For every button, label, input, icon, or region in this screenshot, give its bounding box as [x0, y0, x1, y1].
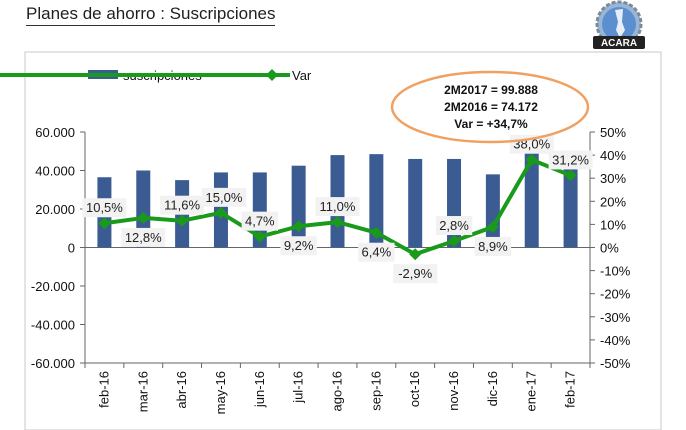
data-label: 11,0% — [320, 199, 356, 214]
data-label-bg — [393, 264, 438, 284]
data-label-bg — [315, 197, 360, 217]
right-tick-label: -20% — [600, 287, 631, 302]
x-tick-label: feb-17 — [563, 371, 578, 408]
data-label-bg — [201, 187, 246, 207]
var-point — [409, 248, 422, 261]
data-label: -2,9% — [398, 266, 432, 281]
var-point — [331, 216, 344, 229]
right-tick-label: 10% — [600, 217, 626, 232]
data-label-bg — [435, 216, 473, 236]
annotation-ellipse — [390, 70, 590, 144]
left-tick-label: -20.000 — [31, 279, 75, 294]
x-tick-label: may-16 — [213, 371, 228, 414]
data-label: 12,8% — [125, 230, 162, 245]
left-tick-label: -40.000 — [31, 318, 75, 333]
data-label: 10,5% — [86, 200, 123, 215]
var-point — [98, 217, 111, 230]
left-tick-label: 0 — [68, 241, 75, 256]
data-label-bg — [82, 198, 127, 218]
left-tick-label: -60.000 — [31, 356, 75, 371]
x-tick-label: abr-16 — [174, 371, 189, 409]
var-point — [525, 153, 538, 166]
var-point — [176, 214, 189, 227]
data-label: 9,2% — [284, 238, 314, 253]
right-tick-label: 40% — [600, 148, 626, 163]
bar — [524, 144, 539, 248]
var-point — [292, 220, 305, 233]
data-label-bg — [241, 211, 279, 231]
data-label: 15,0% — [206, 190, 243, 205]
bar — [369, 154, 384, 248]
data-label: 2,8% — [439, 218, 469, 233]
var-point — [448, 235, 461, 248]
x-tick-label: mar-16 — [135, 371, 150, 412]
right-tick-label: -50% — [600, 356, 631, 371]
x-tick-label: dic-16 — [485, 371, 500, 406]
left-tick-label: 60.000 — [35, 125, 75, 140]
legend-line-label: Var — [292, 68, 312, 83]
data-label: 6,4% — [362, 245, 392, 260]
data-label-bg — [280, 236, 317, 256]
chart-frame — [24, 51, 662, 430]
left-tick-label: 20.000 — [35, 202, 75, 217]
annotation-line-2: 2M2016 = 74.172 — [444, 100, 538, 114]
data-label: 4,7% — [245, 214, 275, 229]
bar — [291, 165, 306, 248]
data-label: 31,2% — [552, 152, 589, 167]
right-tick-label: -30% — [600, 310, 631, 325]
x-tick-label: jul-16 — [291, 371, 306, 404]
x-tick-label: nov-16 — [446, 371, 461, 411]
var-point — [214, 206, 227, 219]
var-point — [486, 220, 499, 233]
data-label-bg — [548, 150, 593, 170]
legend-line-marker — [266, 69, 278, 81]
data-label-bg — [474, 236, 512, 256]
data-label: 11,6% — [164, 198, 200, 213]
right-tick-label: 50% — [600, 125, 626, 140]
data-label-bg — [121, 227, 166, 247]
x-tick-label: ago-16 — [330, 371, 345, 411]
data-label-bg — [358, 242, 395, 262]
right-tick-label: 30% — [600, 171, 626, 186]
x-tick-label: jun-16 — [252, 371, 267, 408]
x-tick-label: feb-16 — [96, 371, 111, 408]
data-label: 8,9% — [478, 239, 508, 254]
acara-logo: ACARA — [593, 0, 645, 49]
var-point — [137, 211, 150, 224]
data-label-bg — [160, 195, 205, 215]
x-tick-label: ene-17 — [524, 371, 539, 411]
annotation-line-3: Var = +34,7% — [454, 117, 528, 131]
var-point — [370, 226, 383, 239]
logo-text: ACARA — [601, 38, 637, 49]
page-title: Planes de ahorro : Suscripciones — [26, 4, 276, 26]
bar — [408, 158, 423, 248]
annotation-line-1: 2M2017 = 99.888 — [444, 83, 538, 97]
right-tick-label: -40% — [600, 333, 631, 348]
var-point — [564, 169, 577, 182]
bar — [485, 174, 500, 248]
left-tick-label: 40.000 — [35, 164, 75, 179]
x-tick-label: sep-16 — [368, 371, 383, 411]
var-point — [253, 230, 266, 243]
bar — [563, 155, 578, 248]
right-tick-label: -10% — [600, 264, 631, 279]
right-tick-label: 20% — [600, 194, 626, 209]
x-tick-label: oct-16 — [407, 371, 422, 407]
right-tick-label: 0% — [600, 241, 619, 256]
